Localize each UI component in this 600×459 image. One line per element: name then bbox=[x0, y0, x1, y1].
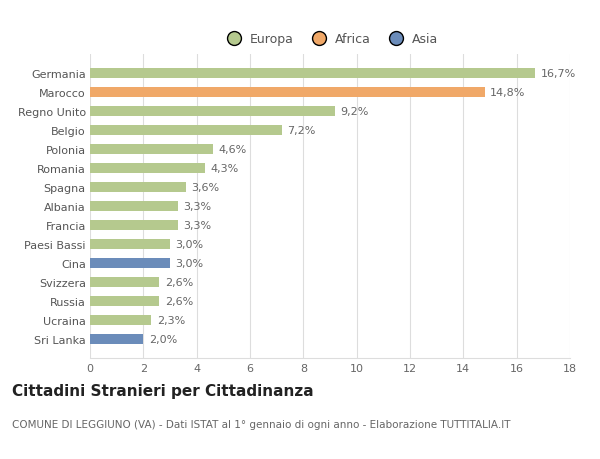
Bar bbox=[90, 106, 335, 117]
Bar bbox=[90, 88, 485, 98]
Text: 7,2%: 7,2% bbox=[287, 126, 316, 136]
Text: 16,7%: 16,7% bbox=[541, 69, 576, 79]
Bar bbox=[90, 315, 151, 325]
Text: 2,6%: 2,6% bbox=[164, 277, 193, 287]
Text: 4,3%: 4,3% bbox=[210, 164, 238, 174]
Text: 2,6%: 2,6% bbox=[164, 296, 193, 306]
Bar bbox=[90, 182, 186, 193]
Legend: Europa, Africa, Asia: Europa, Africa, Asia bbox=[217, 28, 443, 51]
Text: 2,3%: 2,3% bbox=[157, 315, 185, 325]
Bar bbox=[90, 145, 212, 155]
Text: 2,0%: 2,0% bbox=[149, 334, 177, 344]
Bar bbox=[90, 126, 282, 136]
Bar bbox=[90, 163, 205, 174]
Bar bbox=[90, 334, 143, 344]
Text: 14,8%: 14,8% bbox=[490, 88, 526, 98]
Text: 9,2%: 9,2% bbox=[341, 107, 369, 117]
Text: Cittadini Stranieri per Cittadinanza: Cittadini Stranieri per Cittadinanza bbox=[12, 383, 314, 398]
Bar bbox=[90, 202, 178, 212]
Text: 3,0%: 3,0% bbox=[175, 240, 203, 249]
Bar bbox=[90, 277, 160, 287]
Text: 3,3%: 3,3% bbox=[184, 202, 211, 212]
Bar bbox=[90, 239, 170, 250]
Bar bbox=[90, 220, 178, 231]
Bar bbox=[90, 258, 170, 269]
Text: 3,0%: 3,0% bbox=[175, 258, 203, 269]
Bar bbox=[90, 69, 535, 79]
Text: 3,6%: 3,6% bbox=[191, 183, 220, 193]
Text: 4,6%: 4,6% bbox=[218, 145, 246, 155]
Bar bbox=[90, 296, 160, 307]
Text: COMUNE DI LEGGIUNO (VA) - Dati ISTAT al 1° gennaio di ogni anno - Elaborazione T: COMUNE DI LEGGIUNO (VA) - Dati ISTAT al … bbox=[12, 419, 511, 429]
Text: 3,3%: 3,3% bbox=[184, 220, 211, 230]
